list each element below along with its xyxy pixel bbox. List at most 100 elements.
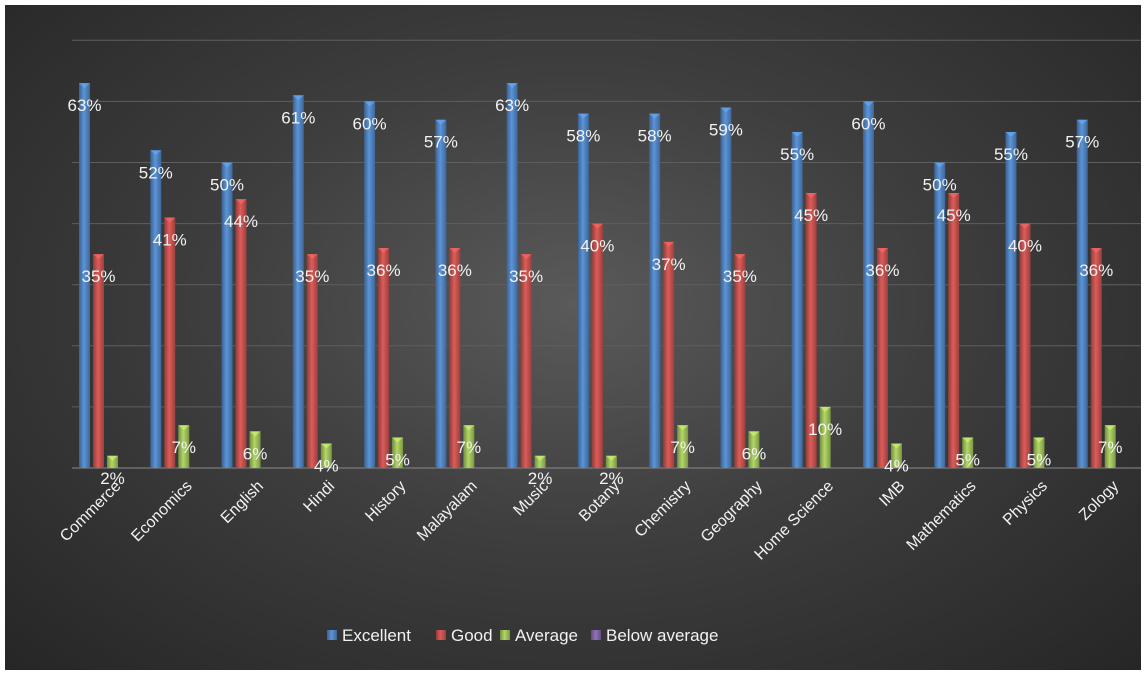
data-label-excellent: 57% [424, 133, 458, 152]
bar-good [663, 241, 675, 468]
bar-excellent [791, 131, 803, 468]
data-label-average: 5% [1027, 450, 1052, 469]
bar-cap [292, 95, 304, 101]
data-label-good: 40% [1008, 237, 1042, 256]
legend-label-good: Good [451, 626, 493, 645]
bar-cap [320, 443, 332, 449]
data-label-average: 5% [955, 450, 980, 469]
data-label-excellent: 50% [923, 176, 957, 195]
bar-cap [591, 223, 603, 229]
bar-cap [934, 162, 946, 168]
bar-average [677, 425, 689, 468]
data-label-excellent: 61% [281, 108, 315, 127]
bar-cap [107, 455, 118, 461]
bar-cap [364, 101, 376, 107]
data-label-average: 2% [100, 469, 125, 488]
data-label-excellent: 58% [566, 127, 600, 146]
data-label-good: 45% [937, 206, 971, 225]
bar-cap [79, 83, 90, 89]
bar-excellent [1005, 131, 1017, 468]
bar-cap [819, 406, 831, 412]
category-labels: Commerce Economics English Hindi History Mala… [57, 478, 1122, 564]
bar-cap [164, 217, 176, 223]
data-label-excellent: 52% [139, 163, 173, 182]
bar-cap [392, 437, 404, 443]
bar-cap [306, 254, 318, 260]
bar-average [534, 455, 546, 468]
bar-excellent [1076, 119, 1088, 468]
data-label-average: 2% [528, 469, 553, 488]
bar-cap [605, 455, 617, 461]
data-label-excellent: 60% [353, 114, 387, 133]
bar-cap [862, 101, 874, 107]
data-label-excellent: 58% [638, 127, 672, 146]
data-label-good: 41% [153, 230, 187, 249]
bar-cap [948, 193, 960, 199]
bar-cap [1005, 131, 1017, 137]
category-label: Chemistry [632, 478, 695, 541]
legend-label-below-average: Below average [606, 626, 718, 645]
bar-average [178, 425, 190, 468]
bar-good [876, 248, 888, 468]
gridlines [72, 39, 1141, 469]
bar-cap [962, 437, 974, 443]
data-label-good: 36% [438, 261, 472, 280]
data-label-average: 4% [884, 457, 909, 476]
bar-cap [1104, 425, 1116, 431]
data-label-average: 5% [385, 450, 410, 469]
bar-cap [876, 248, 888, 254]
bar-excellent [292, 95, 304, 468]
bar-good [734, 254, 746, 468]
bars [79, 83, 1116, 469]
data-label-average: 7% [171, 438, 196, 457]
category-label: IMB [876, 478, 908, 510]
data-label-average: 2% [599, 469, 624, 488]
data-label-excellent: 60% [851, 114, 885, 133]
bar-cap [1019, 223, 1031, 229]
data-labels: 63% 35% 2% 52% 41% 7% 50% 44% 6% 61% 35% 4% 60% 36% 5%… [67, 96, 1122, 488]
bar-cap [577, 113, 589, 119]
data-label-average: 6% [742, 444, 767, 463]
category-label: Mathematics [904, 478, 980, 554]
bar-cap [235, 199, 247, 205]
data-label-excellent: 55% [994, 145, 1028, 164]
bar-average [320, 443, 332, 468]
bar-average [605, 455, 617, 468]
bar-excellent [79, 83, 90, 468]
bar-cap [520, 254, 532, 260]
category-label: English [218, 478, 267, 527]
bar-excellent [221, 162, 233, 468]
bar-cap [791, 131, 803, 137]
data-label-excellent: 55% [780, 145, 814, 164]
bar-good [164, 217, 176, 468]
category-label: Malayalam [414, 478, 481, 545]
bar-good [520, 254, 532, 468]
bar-excellent [506, 83, 518, 468]
legend-label-average: Average [515, 626, 578, 645]
data-label-average: 7% [457, 438, 482, 457]
bar-cap [534, 455, 546, 461]
bar-excellent [150, 150, 162, 468]
bar-cap [1076, 119, 1088, 125]
bar-good [93, 254, 104, 468]
data-label-average: 7% [670, 438, 695, 457]
bar-average [1104, 425, 1116, 468]
bar-chart: 63% 35% 2% 52% 41% 7% 50% 44% 6% 61% 35% 4% 60% 36% 5%… [57, 39, 1141, 645]
legend-swatch-good [436, 630, 446, 640]
legend-label-excellent: Excellent [342, 626, 411, 645]
bar-cap [677, 425, 689, 431]
bar-cap [649, 113, 661, 119]
bar-average [107, 455, 118, 468]
data-label-good: 37% [652, 255, 686, 274]
data-label-excellent: 57% [1065, 133, 1099, 152]
bar-good [235, 199, 247, 468]
bar-excellent [577, 113, 589, 469]
legend: Excellent Good Average Below average [327, 626, 718, 645]
bar-excellent [435, 119, 447, 468]
bar-cap [435, 119, 447, 125]
legend-swatch-below-average [591, 630, 601, 640]
data-label-excellent: 63% [495, 96, 529, 115]
bar-cap [249, 431, 261, 437]
data-label-good: 40% [580, 237, 614, 256]
chart-area: 63% 35% 2% 52% 41% 7% 50% 44% 6% 61% 35% 4% 60% 36% 5%… [5, 5, 1141, 670]
